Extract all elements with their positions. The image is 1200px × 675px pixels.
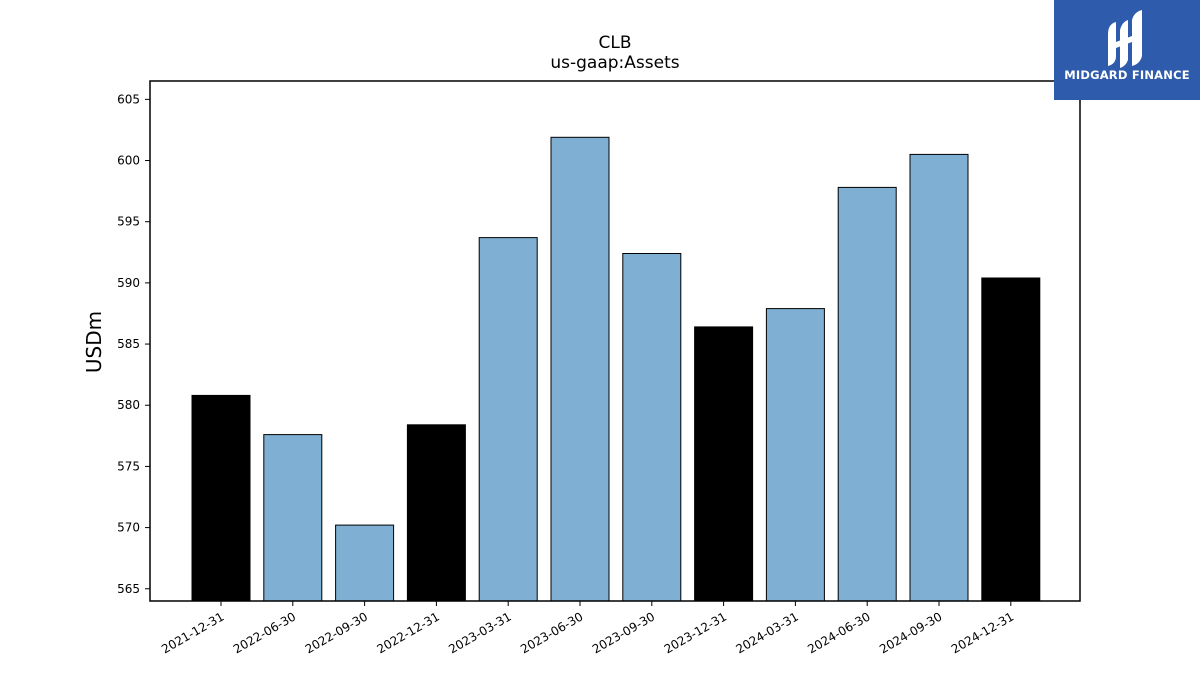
x-tick-label: 2024-06-30 — [805, 609, 872, 656]
chart-subtitle: us-gaap:Assets — [550, 53, 679, 73]
bar-2023-06-30 — [550, 136, 610, 602]
bar-2023-09-30 — [622, 253, 682, 602]
x-ticks-group: 2021-12-31 2022-06-30 2022-09-30 2022-12-31… — [159, 601, 1016, 656]
y-tick-label: 590 — [117, 276, 140, 290]
y-tick-label: 595 — [117, 215, 140, 229]
brand-logo-mark-icon — [1108, 10, 1142, 68]
y-ticks-group: 565 570 575 580 585 590 595 600 605 — [117, 92, 150, 596]
bar-2022-06-30 — [263, 434, 323, 602]
y-tick-label: 570 — [117, 521, 140, 535]
x-tick-label: 2023-03-31 — [446, 609, 513, 656]
y-tick-label: 580 — [117, 398, 140, 412]
y-tick-label: 605 — [117, 92, 140, 106]
x-tick-label: 2024-09-30 — [877, 609, 944, 656]
y-axis-label: USDm — [82, 311, 106, 373]
x-tick-label: 2022-12-31 — [374, 609, 441, 656]
y-tick-label: 565 — [117, 582, 140, 596]
bar-2024-09-30 — [909, 153, 969, 602]
y-tick-label: 600 — [117, 154, 140, 168]
bar-2021-12-31 — [191, 394, 251, 602]
x-tick-label: 2022-06-30 — [231, 609, 298, 656]
x-tick-label: 2023-09-30 — [590, 609, 657, 656]
bar-2024-03-31 — [765, 308, 825, 602]
bar-2023-12-31 — [694, 326, 754, 602]
x-tick-label: 2024-12-31 — [949, 609, 1016, 656]
bars-group — [191, 136, 1041, 602]
y-tick-label: 585 — [117, 337, 140, 351]
bar-2024-12-31 — [981, 277, 1041, 602]
bar-2023-03-31 — [478, 237, 538, 602]
x-tick-label: 2023-06-30 — [518, 609, 585, 656]
brand-logo: MIDGARD FINANCE — [1054, 0, 1200, 100]
brand-name: MIDGARD FINANCE — [1064, 68, 1190, 82]
x-tick-label: 2021-12-31 — [159, 609, 226, 656]
x-tick-label: 2022-09-30 — [303, 609, 370, 656]
plot-frame — [149, 80, 1081, 602]
bar-2022-09-30 — [335, 524, 395, 602]
x-tick-label: 2023-12-31 — [662, 609, 729, 656]
bar-2024-06-30 — [837, 186, 897, 602]
x-tick-label: 2024-03-31 — [733, 609, 800, 656]
chart-title: CLB — [598, 33, 631, 53]
bar-2022-12-31 — [406, 424, 466, 602]
y-tick-label: 575 — [117, 459, 140, 473]
